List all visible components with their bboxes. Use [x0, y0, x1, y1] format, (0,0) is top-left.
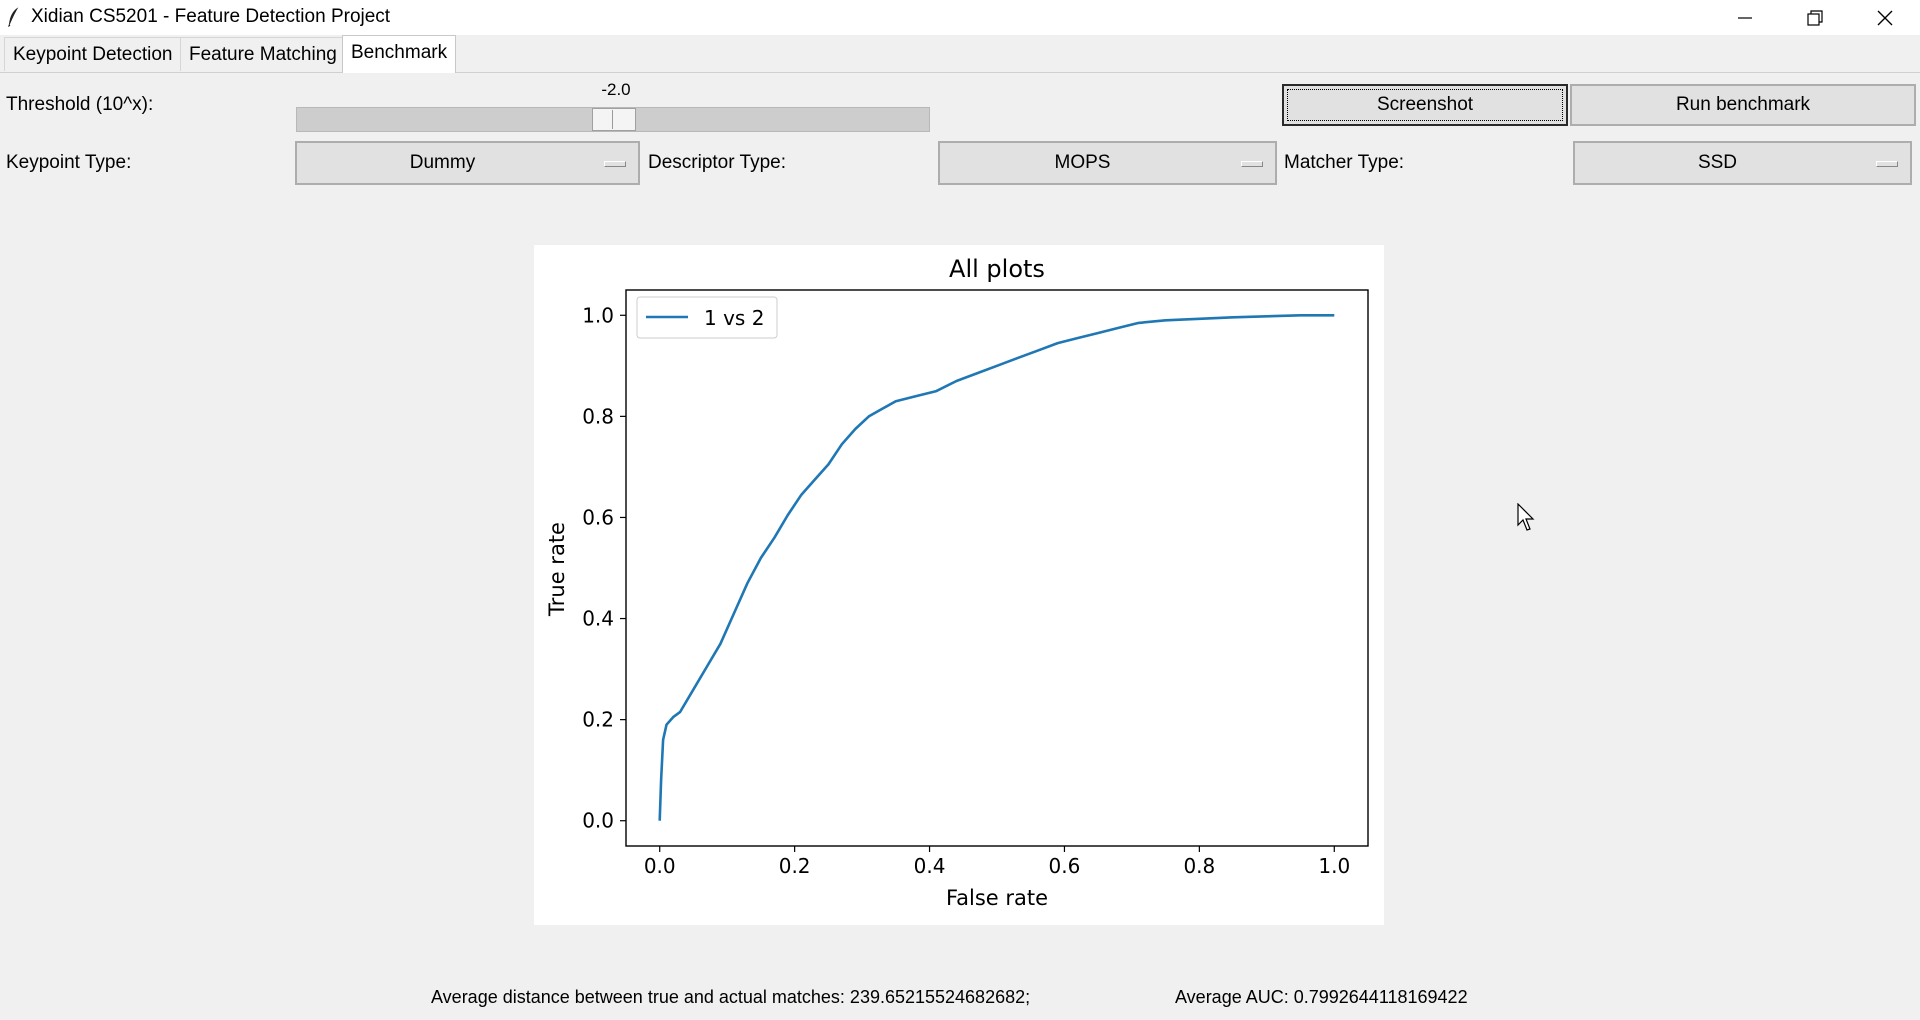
average-auc-text: Average AUC: 0.7992644118169422 [1175, 987, 1468, 1007]
tab-divider [0, 72, 1920, 73]
plot-canvas: All plots False rate True rate 0.0 0.2 0.4… [534, 245, 1384, 925]
average-distance-text: Average distance between true and actual… [431, 987, 1031, 1007]
series-lines [658, 314, 1335, 821]
title-bar [0, 0, 1920, 35]
y-tick-label: 1.0 [582, 303, 614, 327]
tab-benchmark[interactable]: Benchmark [342, 35, 457, 73]
screenshot-button[interactable]: Screenshot [1282, 84, 1568, 126]
minimize-icon [1738, 16, 1752, 19]
slider-handle-notch [612, 110, 613, 129]
option-menu-indicator-icon [1876, 161, 1898, 167]
legend: 1 vs 2 [636, 296, 778, 339]
descriptor-type-label: Descriptor Type: [648, 152, 786, 173]
keypoint-type-select[interactable]: Dummy [295, 141, 640, 185]
matcher-type-value: SSD [1697, 152, 1738, 173]
matcher-type-label: Matcher Type: [1284, 152, 1405, 173]
restore-icon [1807, 9, 1823, 26]
mouse-cursor-icon [1517, 503, 1535, 531]
legend-box [636, 296, 778, 339]
y-tick-label: 0.2 [582, 708, 614, 732]
run-benchmark-button[interactable]: Run benchmark [1570, 84, 1916, 126]
axes-frame [625, 289, 1369, 847]
option-menu-indicator-icon [1241, 161, 1263, 167]
chart-title: All plots [949, 255, 1045, 283]
keypoint-type-value: Dummy [409, 152, 476, 173]
y-tick-label: 0.4 [582, 607, 614, 631]
x-tick-label: 0.2 [779, 854, 811, 878]
x-tick-label: 1.0 [1318, 854, 1350, 878]
series-line-1-vs-2 [658, 314, 1335, 821]
feather-icon [8, 6, 20, 27]
minimize-button[interactable] [1710, 0, 1780, 35]
y-tick-label: 0.8 [582, 404, 614, 428]
y-tick-label: 0.0 [582, 809, 614, 833]
threshold-value: -2.0 [601, 80, 631, 99]
roc-chart: All plots False rate True rate 0.0 0.2 0.4… [545, 255, 1369, 910]
focus-ring [1287, 89, 1563, 121]
descriptor-type-select[interactable]: MOPS [938, 141, 1277, 185]
run-benchmark-button-label: Run benchmark [1675, 94, 1811, 115]
keypoint-type-label: Keypoint Type: [6, 152, 132, 173]
window-title: Xidian CS5201 - Feature Detection Projec… [31, 6, 391, 27]
close-icon [1877, 10, 1893, 25]
legend-label: 1 vs 2 [704, 306, 764, 330]
y-axis-label: True rate [545, 522, 569, 617]
x-axis-label: False rate [946, 886, 1048, 910]
x-tick-label: 0.8 [1183, 854, 1215, 878]
restore-button[interactable] [1780, 0, 1850, 35]
slider-handle[interactable] [592, 108, 636, 131]
x-tick-label: 0.4 [914, 854, 946, 878]
matcher-type-select[interactable]: SSD [1573, 141, 1912, 185]
close-button[interactable] [1850, 0, 1920, 35]
descriptor-type-value: MOPS [1054, 152, 1111, 173]
y-tick-label: 0.6 [582, 505, 614, 529]
x-tick-label: 0.6 [1049, 854, 1081, 878]
axis-ticks: 0.0 0.2 0.4 0.6 0.8 1.0 0.0 0.2 0.4 0.6 0.8 1.0 [582, 303, 1350, 878]
screenshot-button-label: Screenshot [1376, 94, 1474, 115]
tab-keypoint-detection[interactable]: Keypoint Detection [4, 37, 182, 71]
threshold-label: Threshold (10^x): [6, 94, 154, 115]
tab-feature-matching[interactable]: Feature Matching [180, 37, 346, 71]
option-menu-indicator-icon [604, 161, 626, 167]
x-tick-label: 0.0 [644, 854, 676, 878]
